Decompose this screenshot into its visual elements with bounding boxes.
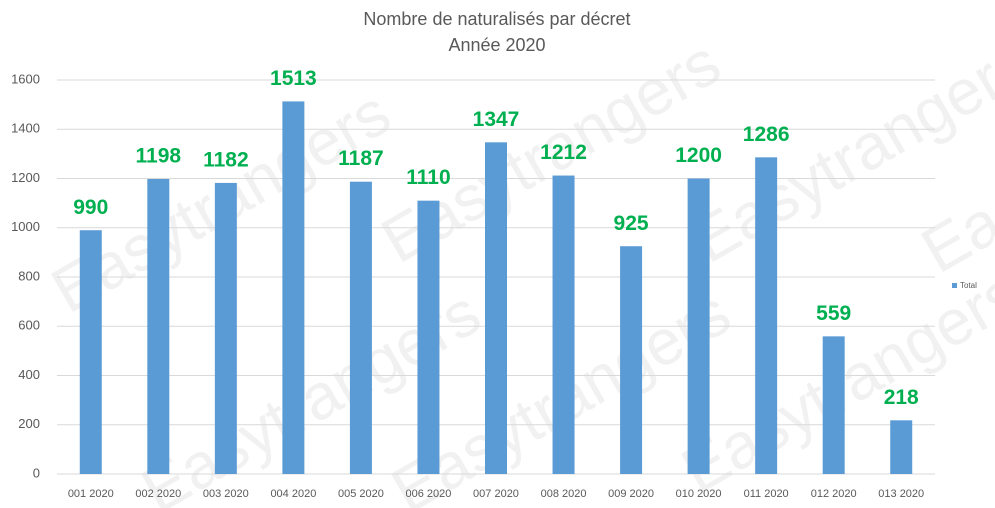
- x-tick-label: 003 2020: [203, 488, 249, 500]
- x-tick-label: 002 2020: [135, 488, 181, 500]
- x-tick-label: 005 2020: [338, 488, 384, 500]
- y-tick-label: 800: [18, 268, 40, 283]
- bar: [552, 175, 575, 475]
- bar: [890, 420, 913, 474]
- x-tick-label: 010 2020: [676, 488, 722, 500]
- y-tick-label: 400: [18, 367, 40, 382]
- y-tick-label: 1600: [11, 71, 40, 86]
- chart-title: Nombre de naturalisés par décret: [363, 9, 630, 29]
- bar: [417, 200, 440, 474]
- value-label: 1212: [540, 141, 587, 164]
- bar: [79, 230, 102, 474]
- bar: [687, 178, 710, 474]
- x-tick-label: 006 2020: [406, 488, 452, 500]
- value-label: 1198: [136, 145, 182, 168]
- value-label: 1513: [270, 67, 317, 90]
- y-tick-label: 200: [18, 416, 40, 431]
- x-tick-label: 012 2020: [811, 488, 857, 500]
- x-tick-label: 013 2020: [878, 488, 924, 500]
- legend-swatch: [952, 283, 957, 288]
- bar: [214, 182, 237, 474]
- bar: [485, 142, 507, 474]
- value-label: 1286: [743, 123, 790, 146]
- x-tick-label: 011 2020: [744, 488, 789, 500]
- value-label: 1347: [473, 108, 520, 131]
- y-tick-label: 1200: [11, 170, 40, 185]
- x-tick-label: 001 2020: [68, 488, 114, 500]
- value-label: 1200: [675, 144, 722, 167]
- x-tick-label: 007 2020: [473, 488, 519, 500]
- chart-subtitle: Année 2020: [448, 35, 545, 55]
- value-label: 990: [73, 196, 108, 219]
- y-tick-label: 600: [18, 318, 40, 333]
- legend-label: Total: [960, 281, 977, 290]
- value-label: 218: [884, 386, 919, 409]
- bar: [620, 246, 643, 474]
- x-tick-label: 004 2020: [270, 488, 316, 500]
- y-tick-label: 1400: [11, 121, 40, 136]
- value-label: 1182: [203, 148, 249, 171]
- y-tick-label: 0: [33, 465, 40, 480]
- x-tick-label: 009 2020: [608, 488, 654, 500]
- value-label: 1110: [406, 166, 450, 189]
- bar: [349, 181, 372, 475]
- bar: [282, 101, 305, 474]
- value-label: 559: [816, 302, 851, 325]
- value-label: 1187: [338, 147, 384, 170]
- x-tick-label: 008 2020: [541, 488, 587, 500]
- bar: [755, 157, 778, 474]
- y-tick-label: 1000: [11, 219, 40, 234]
- bar: [822, 336, 845, 474]
- value-label: 925: [614, 212, 649, 235]
- bar: [147, 178, 170, 474]
